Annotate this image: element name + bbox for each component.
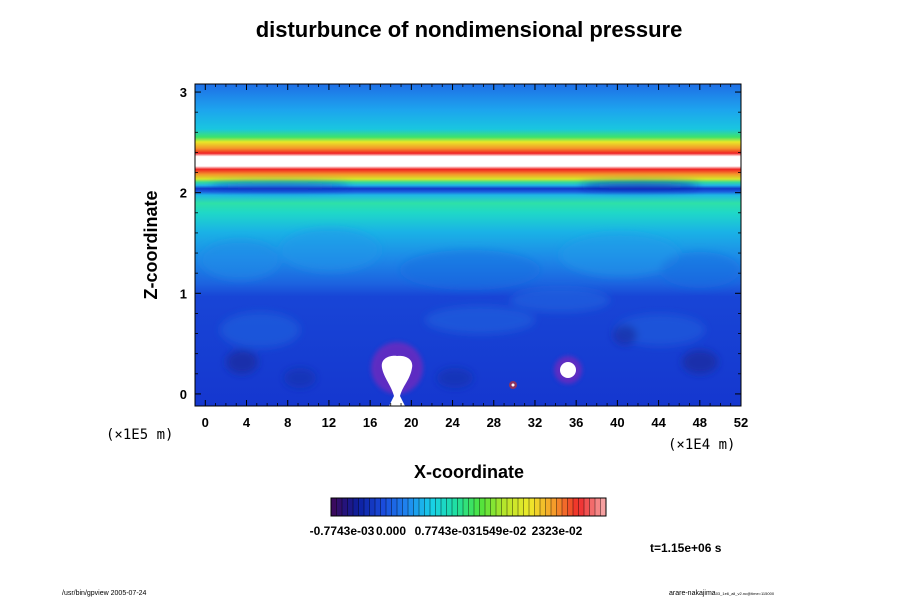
colorbar-cell — [386, 498, 392, 516]
colorbar-cell — [490, 498, 497, 516]
y-tick-label: 2 — [180, 186, 187, 201]
colorbar-cell — [419, 498, 425, 516]
colorbar-cell — [408, 498, 414, 516]
x-tick-label: 40 — [610, 415, 624, 430]
colorbar-cell — [501, 498, 508, 516]
colorbar-cell — [496, 498, 502, 516]
x-tick-label: 44 — [651, 415, 666, 430]
colorbar-tick-label: 0.7743e-03 — [415, 524, 476, 538]
colorbar-cell — [353, 498, 359, 516]
x-tick-label: 4 — [243, 415, 251, 430]
colorbar-cell — [518, 498, 524, 516]
colorbar-cell — [402, 498, 409, 516]
x-tick-label: 48 — [693, 415, 707, 430]
colorbar-tick-label: 0.000 — [376, 524, 406, 538]
colorbar-cell — [562, 498, 568, 516]
footer-right-main: arare-nakajima — [669, 590, 716, 597]
y-tick-label: 3 — [180, 85, 187, 100]
x-tick-label: 12 — [322, 415, 336, 430]
colorbar-tick-labels: -0.7743e-03 0.000 0.7743e-03 1549e-02 23… — [310, 524, 583, 538]
time-label: t=1.15e+06 s — [650, 541, 722, 555]
x-axis-label: X-coordinate — [414, 462, 524, 482]
colorbar-cell — [512, 498, 519, 516]
colorbar-cell — [474, 498, 480, 516]
x-tick-label: 16 — [363, 415, 377, 430]
x-scale-label: (×1E4 m) — [668, 437, 735, 453]
colorbar-cell — [573, 498, 579, 516]
colorbar-cell — [567, 498, 574, 516]
colorbar-cell — [347, 498, 354, 516]
colorbar-cell — [364, 498, 370, 516]
colorbar-cell — [413, 498, 420, 516]
y-axis-ticks — [195, 91, 741, 395]
y-scale-label: (×1E5 m) — [106, 427, 173, 443]
colorbar-cell — [556, 498, 563, 516]
colorbar-cell — [375, 498, 381, 516]
heatmap-field — [195, 84, 741, 406]
colorbar-cell — [342, 498, 348, 516]
colorbar-cell — [589, 498, 596, 516]
colorbar-cell — [463, 498, 469, 516]
colorbar-cell — [507, 498, 513, 516]
footer-left: /usr/bin/gpview 2005-07-24 — [62, 590, 147, 597]
plot-frame — [194, 83, 742, 407]
thermal-right — [554, 356, 582, 384]
y-tick-label: 1 — [180, 286, 187, 301]
colorbar-cell — [441, 498, 447, 516]
y-tick-label: 0 — [180, 387, 187, 402]
thermal-left — [371, 342, 423, 406]
x-tick-label: 24 — [445, 415, 460, 430]
x-tick-label: 20 — [404, 415, 418, 430]
colorbar-cell — [457, 498, 464, 516]
colorbar-cell — [551, 498, 557, 516]
colorbar-cell — [540, 498, 546, 516]
small-disturbance — [509, 381, 517, 389]
colorbar-cell — [397, 498, 403, 516]
colorbar-tick-label: -0.7743e-03 — [310, 524, 375, 538]
x-tick-label: 8 — [284, 415, 291, 430]
colorbar-cell — [424, 498, 431, 516]
colorbar-cell — [545, 498, 552, 516]
colorbar-cell — [391, 498, 398, 516]
colorbar-cell — [369, 498, 376, 516]
colorbar-cell — [534, 498, 541, 516]
x-tick-labels: 0 4 8 12 16 20 24 28 32 36 40 44 48 52 — [202, 415, 749, 430]
colorbar-cell — [600, 498, 607, 516]
x-tick-label: 32 — [528, 415, 542, 430]
colorbar-cell — [358, 498, 365, 516]
x-tick-label: 28 — [487, 415, 501, 430]
colorbar-cell — [523, 498, 530, 516]
colorbar-cell — [468, 498, 475, 516]
chart-title: disturbunce of nondimensional pressure — [256, 17, 683, 42]
x-tick-label: 0 — [202, 415, 209, 430]
colorbar-cell — [430, 498, 436, 516]
colorbar-cell — [435, 498, 442, 516]
y-axis-label: Z-coordinate — [141, 190, 161, 299]
colorbar-cell — [331, 498, 337, 516]
colorbar-cell — [380, 498, 387, 516]
colorbar-frame — [330, 497, 607, 517]
footer-right-sub: 03_1e6_all_v2.nc@time=115000 — [716, 591, 775, 596]
x-tick-label: 52 — [734, 415, 748, 430]
colorbar-cell — [584, 498, 590, 516]
colorbar-cell — [452, 498, 458, 516]
colorbar-cell — [446, 498, 453, 516]
colorbar-cell — [595, 498, 601, 516]
y-tick-labels: 0 1 2 3 — [180, 85, 187, 402]
field-texture — [200, 182, 740, 388]
x-tick-label: 36 — [569, 415, 583, 430]
colorbar-cell — [578, 498, 585, 516]
colorbar-cell — [529, 498, 535, 516]
colorbar-tick-label: 2323e-02 — [532, 524, 583, 538]
colorbar-cell — [336, 498, 343, 516]
colorbar-cell — [479, 498, 486, 516]
colorbar-tick-label: 1549e-02 — [476, 524, 527, 538]
colorbar-cell — [485, 498, 491, 516]
footer-right: arare-nakajima03_1e6_all_v2.nc@time=1150… — [669, 590, 775, 597]
colorbar — [330, 498, 607, 516]
x-axis-ticks — [204, 84, 742, 406]
